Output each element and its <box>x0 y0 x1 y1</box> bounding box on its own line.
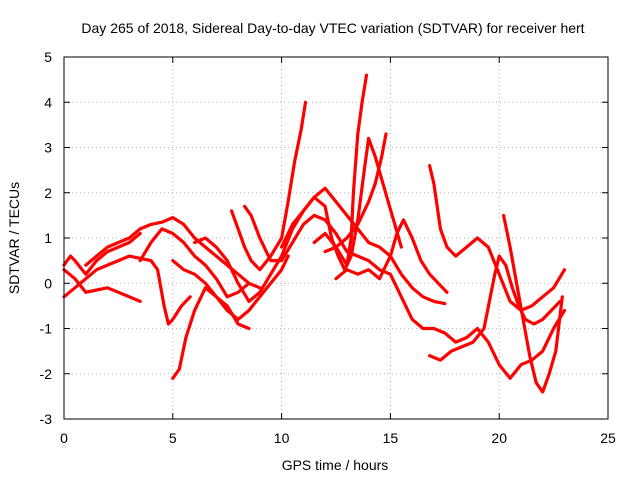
grid-lines <box>64 57 608 419</box>
x-tick-label: 0 <box>60 430 68 446</box>
x-axis-label: GPS time / hours <box>282 457 389 473</box>
data-series-5 <box>138 227 251 299</box>
data-series-12 <box>312 73 369 267</box>
y-tick-label: 1 <box>44 230 52 246</box>
axis-ticks: 0 5 10 15 20 25 -3 -2 -1 0 1 2 3 4 5 <box>40 49 616 446</box>
y-tick-label: 2 <box>44 185 52 201</box>
x-tick-label: 15 <box>383 430 399 446</box>
chart-title: Day 265 of 2018, Sidereal Day-to-day VTE… <box>81 20 584 36</box>
series-group <box>62 73 567 394</box>
x-tick-label: 5 <box>169 430 177 446</box>
x-tick-label: 25 <box>600 430 616 446</box>
x-tick-label: 20 <box>491 430 507 446</box>
data-series-8 <box>193 186 447 306</box>
data-series-16 <box>428 254 562 362</box>
y-tick-label: 4 <box>44 94 52 110</box>
data-series-17 <box>502 213 564 394</box>
data-series-3 <box>62 231 142 276</box>
x-tick-label: 10 <box>274 430 290 446</box>
y-axis-label: SDTVAR / TECUs <box>6 182 22 294</box>
data-series-15 <box>428 164 567 312</box>
data-series-7 <box>171 254 290 321</box>
y-tick-label: 3 <box>44 140 52 156</box>
data-series-10 <box>243 204 567 380</box>
data-series-9 <box>230 100 308 272</box>
data-series-1 <box>62 268 142 303</box>
data-series-13 <box>323 132 388 254</box>
data-series-11 <box>280 136 403 272</box>
y-tick-label: 5 <box>44 49 52 65</box>
y-tick-label: 0 <box>44 275 52 291</box>
y-tick-label: -3 <box>40 411 53 427</box>
data-series-14 <box>334 218 449 294</box>
y-tick-label: -2 <box>40 366 53 382</box>
y-tick-label: -1 <box>40 321 53 337</box>
